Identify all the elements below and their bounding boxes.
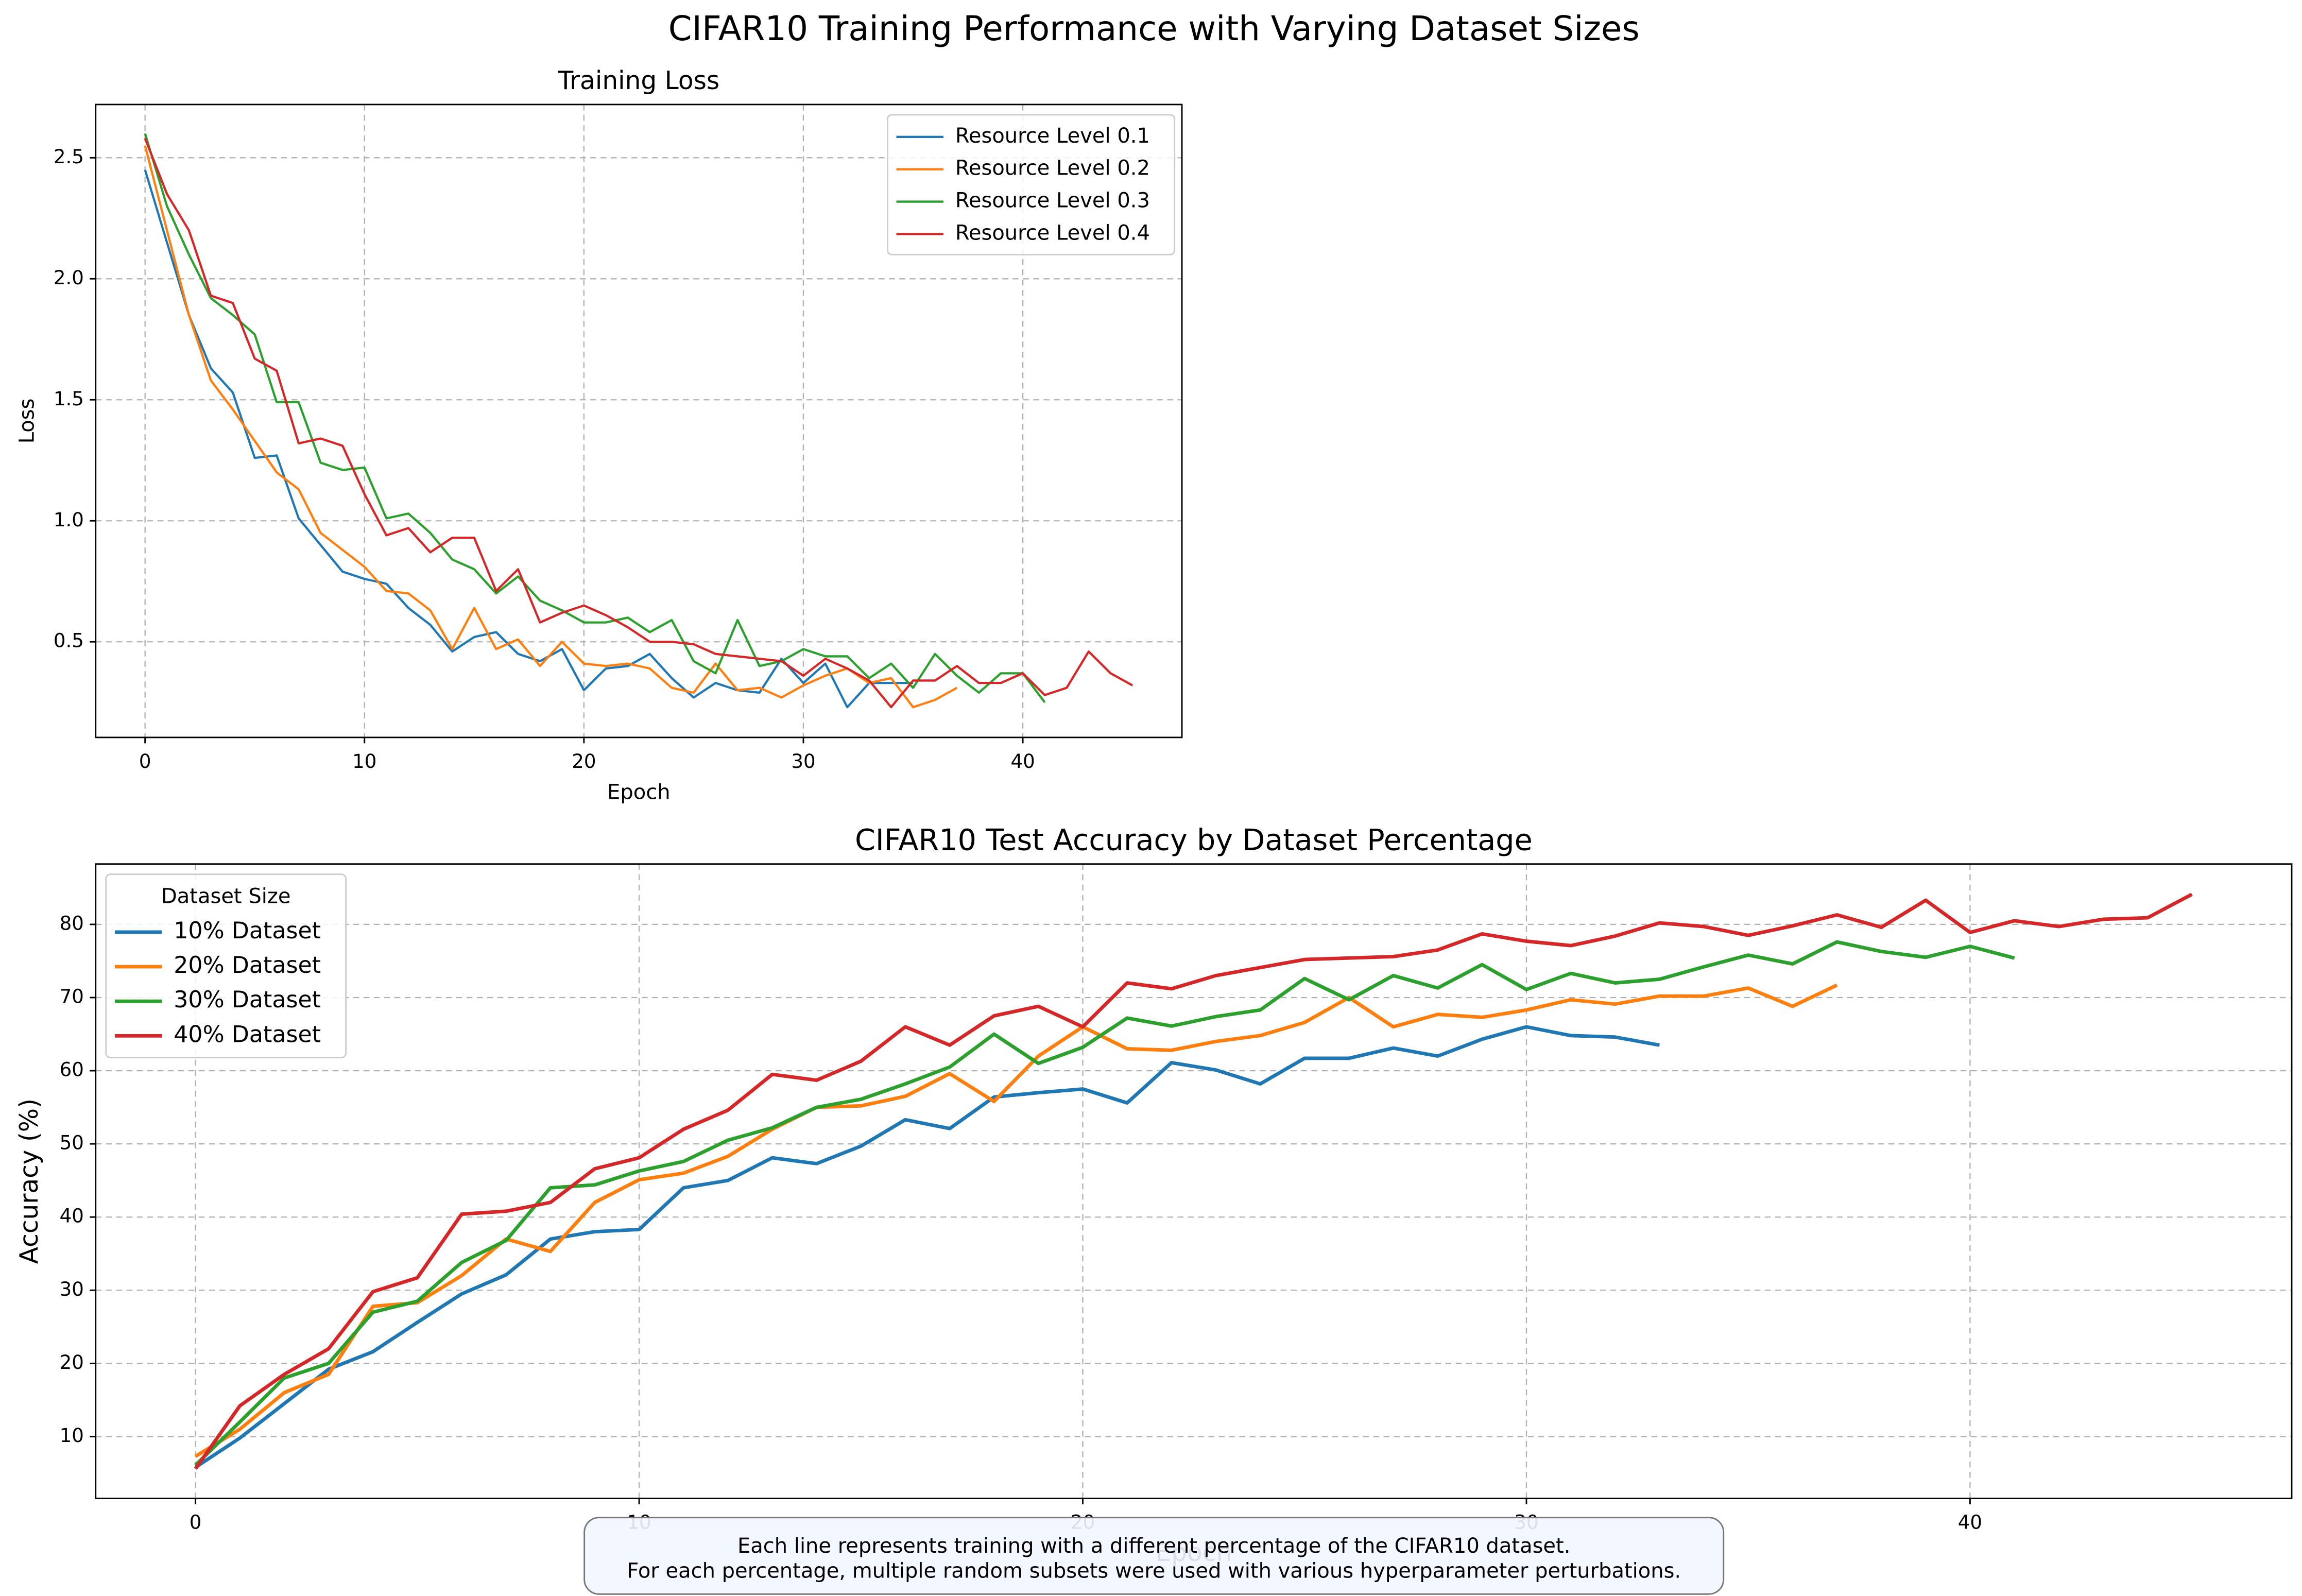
legend-title: Dataset Size [161, 885, 290, 908]
x-tick-label: 30 [791, 750, 815, 773]
x-tick-label: 40 [1958, 1512, 1982, 1534]
y-tick-label: 30 [60, 1278, 84, 1300]
chart-title: Training Loss [558, 66, 720, 95]
x-tick-label: 0 [190, 1512, 202, 1534]
data-line [194, 1025, 1660, 1469]
footnote-text: Each line represents training with a dif… [737, 1534, 1570, 1558]
y-axis-label: Accuracy (%) [15, 1099, 44, 1264]
legend-label: Resource Level 0.4 [955, 221, 1150, 245]
y-tick-label: 60 [60, 1059, 84, 1081]
legend: Resource Level 0.1 Resource Level 0.2 Reso… [886, 114, 1176, 255]
y-tick-label: 20 [60, 1351, 84, 1374]
plot-frame [95, 104, 1183, 739]
data-line [144, 145, 958, 709]
chart: Training Loss 0 10 20 30 40 0.5 1.0 1.5 2.0 2.5 Epo… [15, 66, 1183, 804]
y-tick-label: 80 [60, 912, 84, 934]
legend-label: 10% Dataset [174, 918, 321, 944]
x-tick-label: 20 [572, 750, 596, 773]
x-tick-label: 40 [1010, 750, 1035, 773]
plot-frame [95, 863, 2293, 1499]
legend-label: 40% Dataset [174, 1021, 321, 1048]
y-tick-label: 2.0 [54, 267, 84, 289]
legend-box [105, 873, 347, 1058]
y-tick-label: 10 [60, 1425, 84, 1447]
y-tick-label: 0.5 [54, 630, 84, 652]
data-line [144, 138, 1133, 709]
footnote-box [583, 1517, 1725, 1595]
y-tick-label: 2.5 [54, 146, 84, 168]
data-line [194, 893, 2193, 1470]
x-tick-label: 0 [139, 750, 151, 773]
data-line [144, 133, 1046, 703]
y-tick-label: 50 [60, 1132, 84, 1154]
legend-label: 20% Dataset [174, 952, 321, 979]
data-line [194, 940, 2015, 1467]
y-axis-label: Loss [15, 399, 39, 444]
legend-label: Resource Level 0.1 [955, 124, 1150, 148]
data-line [194, 983, 1838, 1458]
y-tick-label: 70 [60, 985, 84, 1007]
footnote: Each line represents training with a dif… [583, 1517, 1725, 1595]
legend-box [886, 114, 1176, 255]
legend-label: Resource Level 0.2 [955, 157, 1150, 180]
legend: Dataset Size 10% Dataset 20% Dataset 30% Da… [105, 873, 347, 1058]
legend-label: Resource Level 0.3 [955, 189, 1150, 213]
legend-label: 30% Dataset [174, 987, 321, 1013]
data-line [144, 169, 914, 709]
x-axis-label: Epoch [607, 780, 670, 804]
y-tick-label: 1.5 [54, 388, 84, 410]
chart: CIFAR10 Test Accuracy by Dataset Percent… [15, 823, 2293, 1567]
y-tick-label: 40 [60, 1205, 84, 1227]
figure-title: CIFAR10 Training Performance with Varyin… [668, 9, 1640, 48]
footnote-text: For each percentage, multiple random sub… [627, 1559, 1681, 1583]
x-tick-label: 10 [352, 750, 376, 773]
y-tick-label: 1.0 [54, 509, 84, 531]
chart-title: CIFAR10 Test Accuracy by Dataset Percent… [855, 823, 1533, 857]
